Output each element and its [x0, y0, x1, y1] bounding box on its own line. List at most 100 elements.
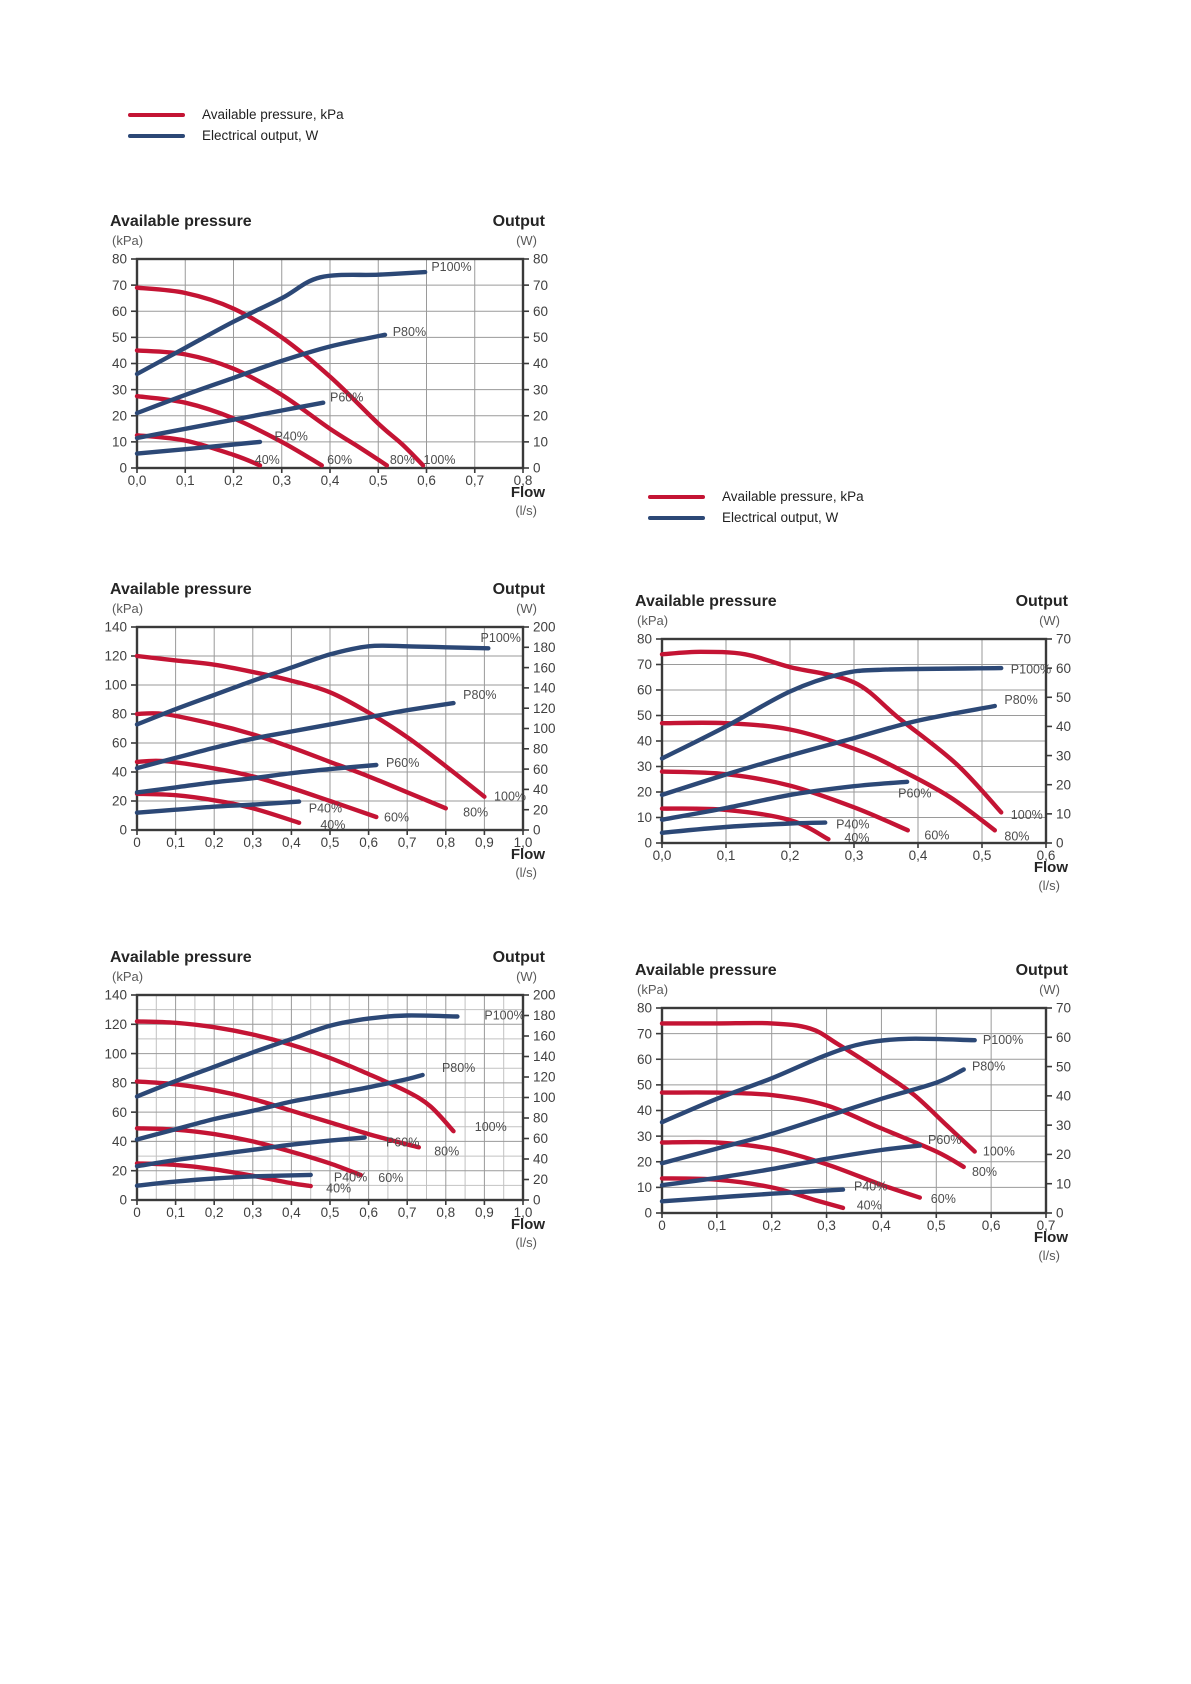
pressure-curve-100pct: [134, 285, 426, 468]
right-axis-tick-label: 200: [533, 988, 556, 1003]
x-axis-tick-label: 0,6: [359, 835, 378, 850]
left-axis-tick-label: 10: [112, 435, 127, 450]
axes: 0 20 40 60 80 100 120 140 0 20 40 60 80 100 120 140 160 1…: [104, 988, 555, 1220]
left-axis-tick-label: 120: [104, 1017, 127, 1032]
right-axis-tick-label: 100: [533, 721, 556, 736]
left-axis-tick-label: 80: [112, 1076, 127, 1091]
curve-label-60pct: 60%: [924, 828, 949, 842]
left-axis-title: Available pressure: [110, 581, 252, 598]
left-axis-tick-label: 70: [637, 657, 652, 672]
left-axis-tick-label: 0: [644, 836, 652, 851]
x-axis-tick-label: 0,6: [359, 1205, 378, 1220]
right-axis-tick-label: 30: [1056, 1118, 1071, 1133]
right-axis-tick-label: 60: [1056, 661, 1071, 676]
right-axis-unit: (W): [1039, 982, 1060, 997]
curve-label-P40pct: P40%: [836, 818, 869, 832]
right-axis-tick-label: 50: [1056, 690, 1071, 705]
left-axis-tick-label: 70: [637, 1026, 652, 1041]
right-axis-tick-label: 0: [533, 461, 541, 476]
x-axis-unit: (l/s): [515, 503, 537, 518]
x-axis-tick-label: 0,0: [128, 473, 147, 488]
x-axis-tick-label: 0,3: [243, 1205, 262, 1220]
left-axis-tick-label: 0: [119, 823, 127, 838]
x-axis-tick-label: 0,1: [707, 1218, 726, 1233]
curve-label-P80pct: P80%: [463, 688, 496, 702]
right-axis-tick-label: 60: [533, 1131, 548, 1146]
output-curve-P40pct: [659, 1187, 846, 1204]
x-axis-tick-label: 0,1: [166, 835, 185, 850]
left-axis-title: Available pressure: [110, 949, 252, 966]
output-line-swatch: [648, 515, 705, 520]
left-axis-unit: (kPa): [637, 982, 668, 997]
left-axis-tick-label: 80: [637, 632, 652, 647]
left-axis-tick-label: 20: [637, 785, 652, 800]
x-axis-tick-label: 0,2: [205, 835, 224, 850]
right-axis-tick-label: 160: [533, 660, 556, 675]
x-axis-tick-label: 0,1: [176, 473, 195, 488]
right-axis-tick-label: 180: [533, 640, 556, 655]
x-axis-tick-label: 0,4: [909, 848, 928, 863]
right-axis-tick-label: 10: [1056, 807, 1071, 822]
right-axis-unit: (W): [516, 233, 537, 248]
right-axis-title: Output: [493, 581, 546, 598]
x-axis-tick-label: 0,5: [927, 1218, 946, 1233]
x-axis-tick-label: 0,2: [762, 1218, 781, 1233]
pressure-curve-60pct: [659, 769, 910, 833]
x-axis-tick-label: 0,4: [282, 1205, 301, 1220]
left-axis-tick-label: 10: [637, 810, 652, 825]
output-curve-P100pct: [134, 1013, 460, 1099]
legend-middle: Available pressure, kPa Electrical outpu…: [648, 488, 864, 526]
left-axis-title: Available pressure: [635, 593, 777, 610]
x-axis-tick-label: 0,2: [781, 848, 800, 863]
curve-label-40pct: 40%: [857, 1198, 882, 1212]
pressure-curve-80pct: [134, 1079, 421, 1150]
x-axis-tick-label: 0,6: [982, 1218, 1001, 1233]
x-axis-tick-label: 0,8: [514, 473, 533, 488]
left-axis-tick-label: 30: [112, 382, 127, 397]
left-axis-tick-label: 80: [112, 707, 127, 722]
pressure-curve-40pct: [134, 1161, 313, 1189]
right-axis-tick-label: 30: [533, 382, 548, 397]
x-axis-tick-label: 0,4: [872, 1218, 891, 1233]
curve-label-100pct: 100%: [494, 790, 526, 804]
right-axis-unit: (W): [1039, 613, 1060, 628]
right-axis-tick-label: 200: [533, 620, 556, 635]
pressure-curve-100pct: [134, 1019, 456, 1134]
output-curve-P100pct: [134, 269, 428, 377]
right-axis-tick-label: 70: [533, 278, 548, 293]
output-curve-P40pct: [134, 439, 263, 456]
curve-label-80pct: 80%: [463, 806, 488, 820]
left-axis-tick-label: 40: [637, 1103, 652, 1118]
left-axis-tick-label: 40: [112, 356, 127, 371]
legend-label-output: Electrical output, W: [202, 128, 319, 143]
left-axis-tick-label: 10: [637, 1180, 652, 1195]
left-axis-tick-label: 0: [119, 461, 127, 476]
left-axis-tick-label: 100: [104, 678, 127, 693]
legend-label-output: Electrical output, W: [722, 510, 839, 525]
legend-item-pressure: Available pressure, kPa: [648, 488, 864, 505]
x-axis-tick-label: 0: [658, 1218, 666, 1233]
curve-label-80pct: 80%: [972, 1165, 997, 1179]
output-curve-P80pct: [134, 700, 456, 771]
pressure-curve-40pct: [134, 791, 302, 825]
curve-label-100pct: 100%: [424, 453, 456, 467]
x-axis-tick-label: 0,7: [465, 473, 484, 488]
x-axis-tick-label: 0,7: [398, 835, 417, 850]
x-axis-unit: (l/s): [1038, 1248, 1060, 1263]
left-axis-tick-label: 60: [112, 304, 127, 319]
output-line-swatch: [128, 133, 185, 138]
x-axis-tick-label: 1,0: [514, 1205, 533, 1220]
chart-2: 0 20 40 60 80 100 120 140 0 20 40 60 80 100 120 140 160 1…: [104, 581, 555, 880]
right-axis-tick-label: 20: [533, 802, 548, 817]
curve-label-P60pct: P60%: [330, 390, 363, 404]
right-axis-title: Output: [1016, 962, 1069, 979]
x-axis-title: Flow: [511, 846, 545, 863]
output-curve-P80pct: [659, 703, 997, 798]
curve-label-P100pct: P100%: [983, 1033, 1023, 1047]
output-curve-P60pct: [134, 762, 379, 795]
output-curve-P100pct: [134, 643, 491, 727]
curve-label-P80pct: P80%: [393, 325, 426, 339]
curve-label-80pct: 80%: [434, 1145, 459, 1159]
x-axis-tick-label: 0,2: [224, 473, 243, 488]
left-axis-tick-label: 140: [104, 620, 127, 635]
